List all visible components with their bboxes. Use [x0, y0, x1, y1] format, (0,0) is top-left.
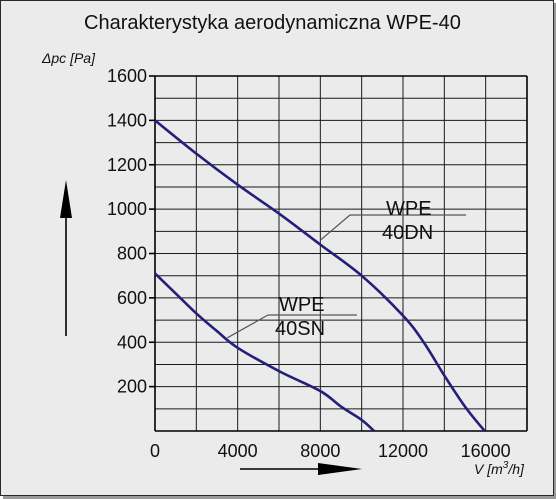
- y-direction-arrow: [60, 180, 72, 336]
- x-tick-label: 4000: [218, 441, 258, 461]
- x-axis-label: V [m3/h]: [474, 460, 525, 477]
- y-tick-label: 1200: [107, 155, 147, 175]
- label-leader-40dn: [319, 214, 351, 241]
- chart-title: Charakterystyka aerodynamiczna WPE-40: [84, 12, 461, 34]
- y-tick-label: 1600: [107, 66, 147, 86]
- x-tick-label: 8000: [300, 441, 340, 461]
- series-label-40dn-line1: WPE: [386, 198, 432, 220]
- series-label-40sn-line1: WPE: [279, 294, 325, 316]
- x-tick-labels: 0 4000 8000 12000 16000: [150, 441, 511, 461]
- y-tick-label: 400: [117, 332, 147, 352]
- series-lines: [154, 119, 486, 432]
- series-line-40dn: [154, 119, 486, 432]
- x-tick-label: 0: [150, 441, 160, 461]
- axes: [149, 75, 528, 432]
- series-line-40sn: [154, 272, 375, 432]
- y-tick-label: 600: [117, 288, 147, 308]
- x-direction-arrow: [240, 463, 362, 475]
- series-label-40sn-line2: 40SN: [275, 318, 325, 340]
- y-tick-label: 800: [117, 244, 147, 264]
- x-tick-label: 12000: [378, 441, 428, 461]
- grid: [155, 76, 527, 431]
- y-tick-label: 1400: [107, 110, 147, 130]
- y-tick-labels: 200 400 600 800 1000 1200 1400 1600: [107, 66, 147, 397]
- y-tick-label: 200: [117, 377, 147, 397]
- series-label-40dn-line2: 40DN: [382, 222, 433, 244]
- label-leader-40sn: [227, 314, 269, 339]
- y-axis-label: Δpc [Pa]: [41, 50, 96, 66]
- x-tick-label: 16000: [461, 441, 511, 461]
- y-tick-label: 1000: [107, 199, 147, 219]
